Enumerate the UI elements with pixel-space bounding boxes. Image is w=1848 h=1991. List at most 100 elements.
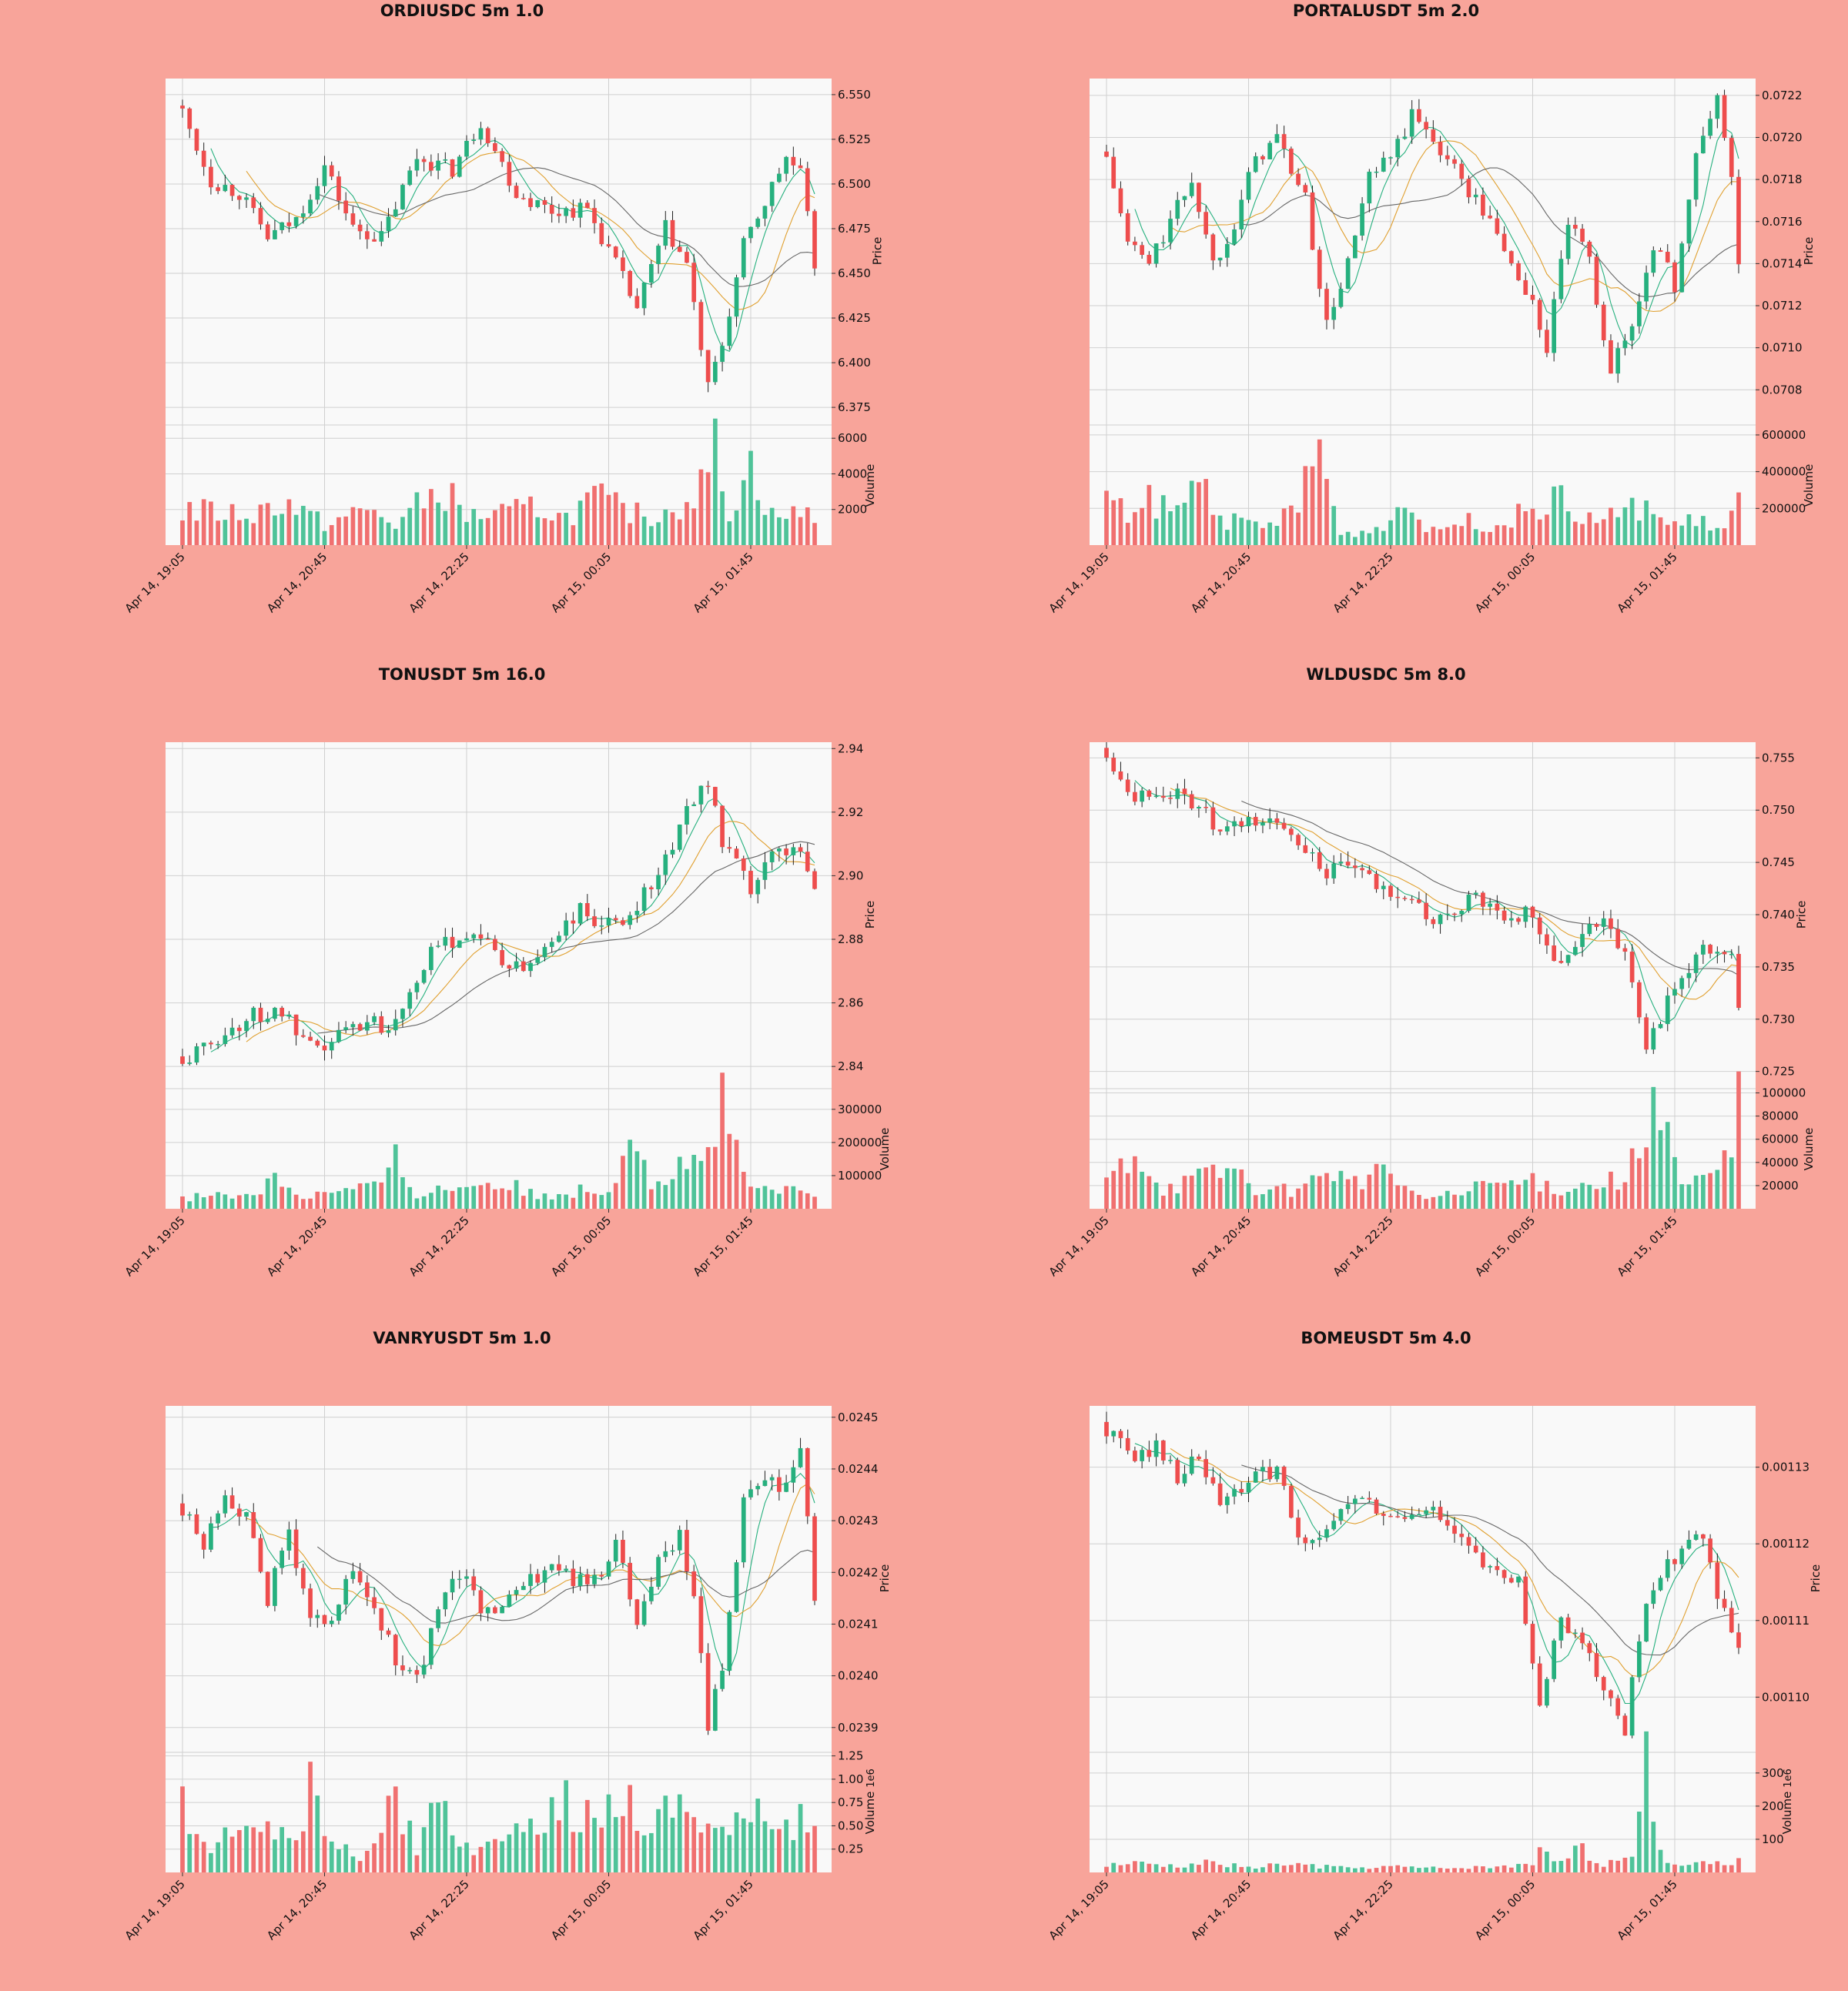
- volume-bar: [1495, 1866, 1500, 1872]
- volume-bar: [1459, 526, 1465, 545]
- candle-body: [273, 229, 277, 239]
- volume-bar: [1622, 1182, 1628, 1209]
- candle-body: [521, 1585, 526, 1591]
- volume-bar: [350, 507, 356, 545]
- candle-body: [1281, 1466, 1287, 1486]
- volume-bar: [656, 1181, 661, 1209]
- candle-body: [1459, 911, 1465, 915]
- candle-body: [322, 165, 327, 186]
- price-tick-label: 0.00112: [1762, 1537, 1810, 1551]
- candle-body: [1217, 829, 1223, 832]
- candle-body: [1239, 821, 1244, 827]
- candle-body: [557, 213, 561, 216]
- volume-bar: [1175, 505, 1180, 545]
- volume-tick-label: 1.25: [838, 1749, 863, 1763]
- price-axis-label: Price: [1809, 1564, 1823, 1593]
- candle-body: [592, 916, 597, 926]
- volume-bar: [1217, 1865, 1223, 1872]
- volume-bar: [691, 1817, 697, 1872]
- volume-bar: [436, 502, 440, 545]
- volume-bar: [436, 1185, 440, 1209]
- candle-body: [1217, 257, 1223, 261]
- candle-body: [762, 1480, 768, 1487]
- volume-bar: [457, 1846, 462, 1872]
- volume-bar: [1381, 1164, 1386, 1209]
- candle-body: [720, 805, 725, 848]
- candle-body: [762, 206, 768, 219]
- price-tick-label: 6.450: [838, 266, 871, 280]
- volume-bar: [1239, 1866, 1244, 1872]
- volume-bar: [1708, 1173, 1712, 1209]
- volume-bar: [1672, 1864, 1677, 1872]
- volume-bar: [1722, 1865, 1727, 1872]
- price-tick-label: 0.0241: [838, 1617, 879, 1631]
- volume-bar: [1338, 534, 1344, 545]
- volume-tick-label: 0.50: [838, 1819, 863, 1832]
- candle-body: [1153, 795, 1159, 798]
- candle-body: [1438, 1507, 1443, 1521]
- volume-bar: [336, 1849, 341, 1872]
- volume-bar: [1125, 1173, 1130, 1209]
- x-tick-label: Apr 14, 20:45: [264, 550, 330, 615]
- volume-tick-label: 20000: [1762, 1179, 1799, 1193]
- candle-body: [628, 915, 633, 925]
- volume-bar: [1395, 1865, 1401, 1872]
- volume-bar: [542, 518, 547, 545]
- volume-bar: [812, 523, 817, 545]
- price-tick-label: 2.94: [838, 741, 863, 755]
- volume-bar: [1232, 513, 1237, 545]
- candle-body: [1587, 241, 1592, 257]
- candle-body: [1175, 1460, 1180, 1484]
- candle-body: [584, 903, 590, 917]
- candle-body: [1587, 924, 1592, 935]
- candle-body: [1686, 972, 1692, 979]
- candle-body: [1466, 894, 1471, 912]
- moving-average-line: [1241, 1464, 1739, 1656]
- candle-body: [1565, 224, 1571, 259]
- candle-body: [670, 219, 675, 247]
- volume-bar: [1296, 512, 1301, 545]
- candle-body: [1118, 771, 1123, 780]
- price-tick-label: 0.740: [1762, 908, 1795, 922]
- volume-bar: [571, 525, 576, 545]
- volume-bar: [1189, 480, 1194, 545]
- volume-bar: [712, 1146, 718, 1209]
- volume-bar: [379, 1182, 384, 1209]
- volume-bar: [300, 506, 306, 545]
- volume-bar: [727, 521, 732, 545]
- candle-body: [187, 1062, 192, 1064]
- candle-body: [1274, 134, 1280, 143]
- candle-body: [663, 854, 668, 875]
- price-tick-label: 2.88: [838, 932, 863, 946]
- candle-body: [1210, 1477, 1216, 1484]
- volume-bar: [414, 1855, 420, 1872]
- volume-bar: [1239, 1169, 1244, 1209]
- volume-bar: [273, 1173, 277, 1209]
- volume-bar: [592, 1193, 597, 1209]
- x-tick-label: Apr 14, 20:45: [264, 1213, 330, 1279]
- candle-body: [1701, 136, 1706, 154]
- volume-bar: [180, 520, 185, 545]
- volume-bar: [1644, 500, 1649, 545]
- volume-bar: [578, 1832, 583, 1872]
- volume-bar: [1217, 515, 1223, 545]
- volume-bar: [1594, 1189, 1599, 1209]
- candle-body: [1558, 259, 1564, 299]
- volume-bar: [478, 1846, 484, 1872]
- price-tick-label: 6.500: [838, 177, 871, 191]
- candle-body: [1715, 952, 1720, 954]
- volume-bar: [223, 1827, 228, 1872]
- candle-body: [670, 1550, 675, 1552]
- volume-bar: [564, 513, 568, 545]
- candle-body: [357, 1024, 363, 1031]
- price-tick-label: 2.86: [838, 996, 863, 1010]
- candle-body: [187, 108, 192, 129]
- candle-body: [784, 156, 788, 174]
- volume-bar: [741, 480, 746, 545]
- volume-bar: [364, 510, 370, 545]
- volume-bar: [1508, 1180, 1514, 1209]
- volume-bar: [1140, 507, 1144, 545]
- candle-body: [300, 1568, 306, 1589]
- volume-bar: [258, 1194, 263, 1209]
- volume-bar: [1324, 1865, 1329, 1872]
